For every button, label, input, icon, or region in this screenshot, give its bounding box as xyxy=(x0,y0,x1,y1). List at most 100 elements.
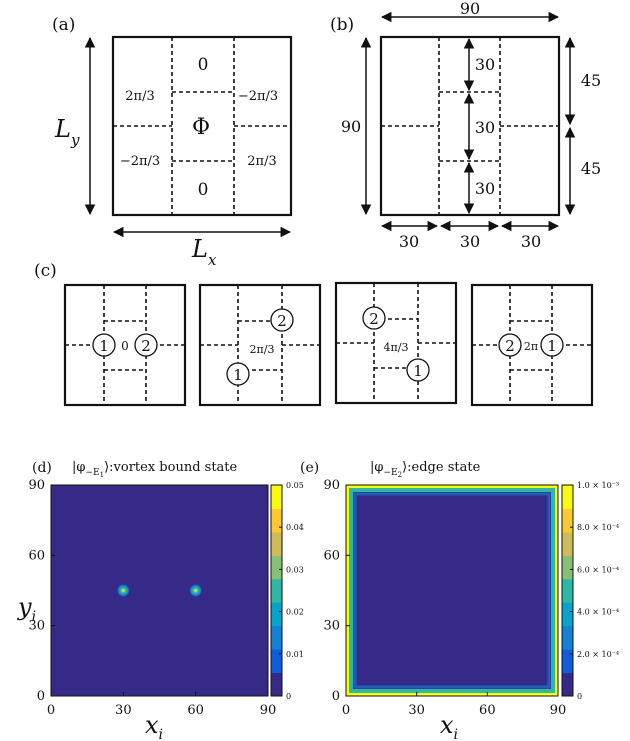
colorbar-segment xyxy=(271,578,282,603)
dimension-label: 30 xyxy=(475,118,495,137)
x-tick-label: 90 xyxy=(550,703,567,718)
vortex-marker xyxy=(362,306,386,330)
phase-label: −2π/3 xyxy=(120,154,160,169)
vortex-marker xyxy=(226,362,250,386)
panel-b: (b) 90 90 45 45 30 30 30 30 30 30 xyxy=(330,0,601,251)
panel-b-label: (b) xyxy=(330,15,354,35)
colorbar-segment xyxy=(562,649,573,674)
y-tick-label: 60 xyxy=(28,548,45,563)
panel-e-label: (e) xyxy=(300,460,319,476)
colorbar-segment xyxy=(562,485,573,509)
x-tick-label: 0 xyxy=(342,703,350,718)
x-axis-label: xi xyxy=(145,711,163,741)
vortex-label: 2 xyxy=(505,337,515,355)
x-tick-label: 30 xyxy=(115,703,132,718)
ly-label: Ly xyxy=(54,115,80,149)
edge-state-ring xyxy=(349,488,555,693)
panel-a-label: (a) xyxy=(52,15,75,35)
phase-label: 2π/3 xyxy=(125,89,154,104)
vortex-marker xyxy=(92,333,116,357)
panel-c: (c) 1 2 0 1 2 xyxy=(34,261,594,407)
colorbar-segment xyxy=(562,578,573,603)
panel-b-box xyxy=(379,35,561,217)
vortex-peak xyxy=(116,583,131,598)
panel-d-label: (d) xyxy=(32,460,52,476)
colorbar-segment xyxy=(271,649,282,674)
braiding-step-1: 1 2 0 xyxy=(63,283,187,407)
colorbar-segment xyxy=(271,485,282,509)
colorbar-segment xyxy=(271,625,282,650)
x-tick-label: 60 xyxy=(187,703,204,718)
panel-c-label: (c) xyxy=(34,261,57,281)
phase-label: 4π/3 xyxy=(384,341,409,354)
colorbar-segment xyxy=(562,555,573,580)
colorbar-segment xyxy=(562,625,573,650)
vortex-label: 1 xyxy=(233,366,243,384)
vortex-label: 1 xyxy=(547,337,557,355)
colorbar-segment xyxy=(271,602,282,627)
colorbar-frame xyxy=(561,484,574,697)
dimension-label: 90 xyxy=(341,117,361,136)
plot-frame xyxy=(345,484,559,697)
colorbar-segment xyxy=(271,672,282,697)
braiding-step-2: 1 2 2π/3 xyxy=(198,283,322,407)
colorbar-tick-label: 1.0 × 10⁻³ xyxy=(577,481,619,490)
heatmap-background xyxy=(346,485,558,696)
dimension-label: 90 xyxy=(460,0,480,18)
colorbar-tick-label: 8.0 × 10⁻⁴ xyxy=(577,523,619,532)
x-axis-label: xi xyxy=(440,711,458,741)
colorbar-tick-label: 0.04 xyxy=(286,523,304,532)
dimension-label: 30 xyxy=(475,55,495,74)
vortex-marker xyxy=(134,333,158,357)
y-tick-label: 30 xyxy=(323,619,340,634)
phase-label: 2π/3 xyxy=(247,154,276,169)
vortex-label: 1 xyxy=(99,337,109,355)
plot-frame xyxy=(50,484,269,697)
colorbar-tick-label: 2.0 × 10⁻⁴ xyxy=(577,650,619,659)
dimension-label: 30 xyxy=(399,232,419,251)
panel-a: (a) 0 0 Φ 2π/3 −2π/3 −2π/3 2π/3 Ly Lx xyxy=(52,15,293,269)
x-tick-label: 30 xyxy=(408,703,425,718)
colorbar-segment xyxy=(562,531,573,556)
vortex-marker xyxy=(270,308,294,332)
phase-label: 0 xyxy=(198,180,209,200)
y-tick-label: 0 xyxy=(37,689,45,704)
y-tick-label: 90 xyxy=(323,478,340,493)
vortex-marker xyxy=(498,333,522,357)
vortex-label: 2 xyxy=(369,310,379,328)
dimension-label: 45 xyxy=(581,159,601,178)
colorbar-frame xyxy=(270,484,283,697)
colorbar-segment xyxy=(562,602,573,627)
x-tick-label: 90 xyxy=(260,703,277,718)
edge-state-ring xyxy=(353,492,551,689)
plot-e-title: |φ−E2⟩:edge state xyxy=(370,460,481,479)
phase-label: 2π xyxy=(524,340,538,353)
phase-label: 0 xyxy=(198,55,209,75)
colorbar-segment xyxy=(562,508,573,533)
vortex-label: 2 xyxy=(277,312,287,330)
dimension-label: 45 xyxy=(581,71,601,90)
y-tick-label: 30 xyxy=(28,619,45,634)
phase-label: 0 xyxy=(121,339,129,353)
y-tick-label: 90 xyxy=(28,478,45,493)
phase-label: 2π/3 xyxy=(250,343,275,356)
heatmap-vortex-bound-state: (d) |φ−E1⟩:vortex bound state 0 30 60 90 0 30… xyxy=(17,460,304,741)
heatmap-edge-state: (e) |φ−E2⟩:edge state 0 30 60 90 0 30 60 90 0 2.0… xyxy=(300,460,619,741)
x-tick-label: 0 xyxy=(47,703,55,718)
colorbar-tick-label: 0.01 xyxy=(286,650,304,659)
edge-state-ring xyxy=(346,485,558,696)
braiding-step-3: 2 1 4π/3 xyxy=(334,281,458,405)
flux-label: Φ xyxy=(192,115,210,140)
colorbar-tick-label: 6.0 × 10⁻⁴ xyxy=(577,565,619,574)
colorbar-segment xyxy=(271,508,282,533)
colorbar-tick-label: 4.0 × 10⁻⁴ xyxy=(577,608,619,617)
colorbar-tick-label: 0 xyxy=(577,692,582,701)
y-tick-label: 60 xyxy=(323,548,340,563)
x-tick-label: 60 xyxy=(479,703,496,718)
colorbar-tick-label: 0.03 xyxy=(286,565,304,574)
colorbar-segment xyxy=(271,531,282,556)
dimension-label: 30 xyxy=(475,179,495,198)
vortex-label: 2 xyxy=(141,337,151,355)
y-tick-label: 0 xyxy=(332,689,340,704)
